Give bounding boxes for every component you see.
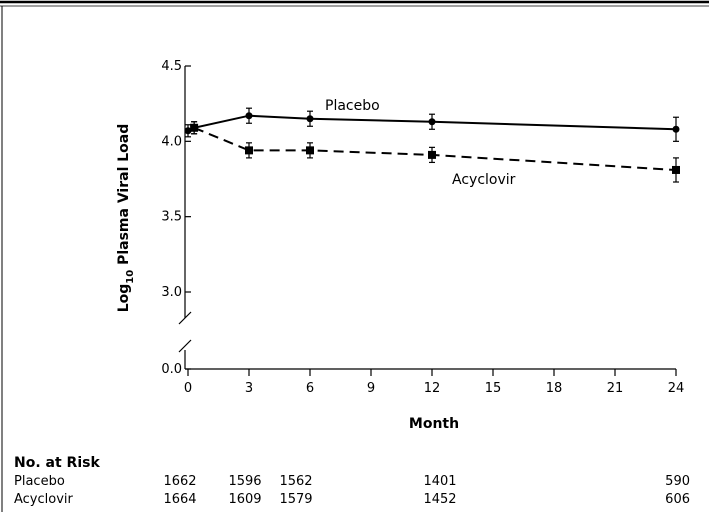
point-acyclovir: [190, 123, 199, 132]
y-tick-label: 4.5: [161, 59, 182, 74]
x-tick-label: 3: [245, 381, 253, 396]
y-axis-title-subscript: 10: [125, 270, 136, 284]
y-tick-label: 3.5: [161, 210, 182, 225]
y-axis-title-prefix: Log: [116, 284, 132, 313]
series-label-acyclovir: Acyclovir: [452, 172, 516, 188]
point-placebo: [245, 112, 253, 120]
series-label-placebo: Placebo: [325, 98, 380, 114]
x-tick-label: 9: [367, 381, 375, 396]
x-tick-label: 0: [184, 381, 192, 396]
point-acyclovir: [306, 146, 314, 155]
point-acyclovir: [245, 146, 253, 155]
point-placebo: [672, 125, 680, 133]
point-acyclovir: [428, 150, 436, 159]
y-axis-break-mark-upper: [178, 311, 192, 325]
at-risk-value-acyclovir: 1664: [163, 492, 196, 507]
point-placebo: [184, 127, 192, 135]
at-risk-value-placebo: 1596: [228, 474, 261, 489]
x-tick-label: 6: [306, 381, 314, 396]
at-risk-value-acyclovir: 606: [665, 492, 690, 507]
x-tick-label: 18: [546, 381, 563, 396]
x-axis-title: Month: [409, 416, 459, 432]
y-tick-label: 0.0: [161, 362, 182, 377]
point-placebo: [428, 118, 436, 126]
point-acyclovir: [672, 165, 680, 174]
at-risk-value-acyclovir: 1609: [228, 492, 261, 507]
at-risk-value-placebo: 590: [665, 474, 690, 489]
axes: 4.5 4.0 3.5 3.0 0.00 3 6 9 12 15 18 21 24: [161, 59, 684, 396]
at-risk-title: No. at Risk: [14, 455, 100, 471]
at-risk-value-acyclovir: 1452: [423, 492, 456, 507]
y-axis-title-suffix: Plasma Viral Load: [116, 124, 132, 270]
x-tick-label: 21: [607, 381, 624, 396]
at-risk-value-acyclovir: 1579: [279, 492, 312, 507]
at-risk-value-placebo: 1662: [163, 474, 196, 489]
y-tick-label: 4.0: [161, 134, 182, 149]
y-axis-title: Log10 Plasma Viral Load: [116, 124, 136, 313]
point-placebo: [306, 115, 314, 123]
at-risk-table: No. at Risk Placebo 1662 1596 1562 1401 590 Ac…: [14, 455, 690, 507]
plot-area: [184, 107, 680, 183]
x-tick-label: 15: [485, 381, 502, 396]
x-tick-label: 12: [424, 381, 441, 396]
at-risk-row-label-acyclovir: Acyclovir: [14, 492, 74, 507]
at-risk-value-placebo: 1401: [423, 474, 456, 489]
series-line-acyclovir: [193, 126, 677, 171]
x-tick-label: 24: [668, 381, 685, 396]
y-axis-break-mark-lower: [178, 339, 192, 353]
y-tick-label: 3.0: [161, 285, 182, 300]
at-risk-value-placebo: 1562: [279, 474, 312, 489]
at-risk-row-label-placebo: Placebo: [14, 474, 65, 489]
